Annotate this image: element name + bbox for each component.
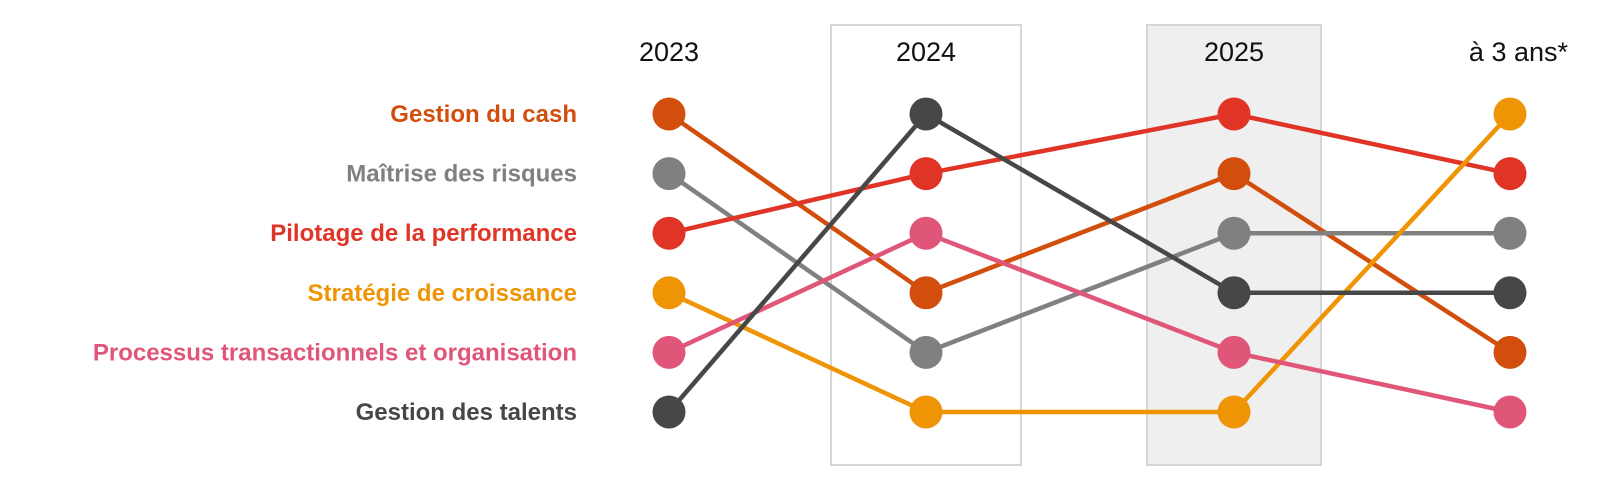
point-gestion-des-talents-2023: [652, 395, 686, 429]
highlight-band-2024: [830, 24, 1022, 466]
point-processus-transactionnels-et-organisation-2024: [909, 216, 943, 250]
point-strategie-de-croissance-2023: [652, 276, 686, 310]
point-maitrise-des-risques-a-3-ans: [1493, 216, 1527, 250]
point-gestion-des-talents-2025: [1217, 276, 1251, 310]
row-label-maitrise-des-risques: Maîtrise des risques: [346, 161, 577, 188]
row-label-gestion-des-talents: Gestion des talents: [356, 399, 577, 426]
point-maitrise-des-risques-2024: [909, 335, 943, 369]
series-line-strategie-de-croissance: [666, 111, 1513, 415]
row-label-strategie-de-croissance: Stratégie de croissance: [308, 280, 577, 307]
point-gestion-du-cash-2025: [1217, 157, 1251, 191]
column-label-2023: 2023: [639, 37, 699, 67]
column-label-2025: 2025: [1204, 37, 1264, 67]
column-label-2024: 2024: [896, 37, 956, 67]
row-label-pilotage-de-la-performance: Pilotage de la performance: [270, 220, 577, 247]
point-pilotage-de-la-performance-2023: [652, 216, 686, 250]
column-label-a-3-ans: à 3 ans*: [1469, 37, 1569, 67]
point-gestion-du-cash-2023: [652, 97, 686, 131]
column-labels: 2023 2024 2025 à 3 ans*: [639, 37, 1569, 67]
point-strategie-de-croissance-2025: [1217, 395, 1251, 429]
series-lines: [666, 111, 1513, 415]
series-points: [652, 97, 1527, 429]
point-pilotage-de-la-performance-2025: [1217, 97, 1251, 131]
point-strategie-de-croissance-2024: [909, 395, 943, 429]
series-line-processus-transactionnels-et-organisation: [666, 230, 1513, 415]
point-gestion-des-talents-2024: [909, 97, 943, 131]
point-strategie-de-croissance-a-3-ans: [1493, 97, 1527, 131]
point-gestion-du-cash-a-3-ans: [1493, 335, 1527, 369]
row-label-processus-transactionnels-et-organisation: Processus transactionnels et organisatio…: [93, 339, 577, 366]
series-line-pilotage-de-la-performance: [666, 111, 1513, 236]
point-gestion-du-cash-2024: [909, 276, 943, 310]
point-processus-transactionnels-et-organisation-a-3-ans: [1493, 395, 1527, 429]
series-line-gestion-des-talents: [666, 111, 1513, 415]
point-processus-transactionnels-et-organisation-2023: [652, 335, 686, 369]
point-gestion-des-talents-a-3-ans: [1493, 276, 1527, 310]
point-maitrise-des-risques-2023: [652, 157, 686, 191]
row-label-gestion-du-cash: Gestion du cash: [390, 101, 577, 128]
point-pilotage-de-la-performance-a-3-ans: [1493, 157, 1527, 191]
point-processus-transactionnels-et-organisation-2025: [1217, 335, 1251, 369]
row-labels: Gestion du cash Maîtrise des risques Pilot…: [93, 101, 577, 426]
point-pilotage-de-la-performance-2024: [909, 157, 943, 191]
point-maitrise-des-risques-2025: [1217, 216, 1251, 250]
